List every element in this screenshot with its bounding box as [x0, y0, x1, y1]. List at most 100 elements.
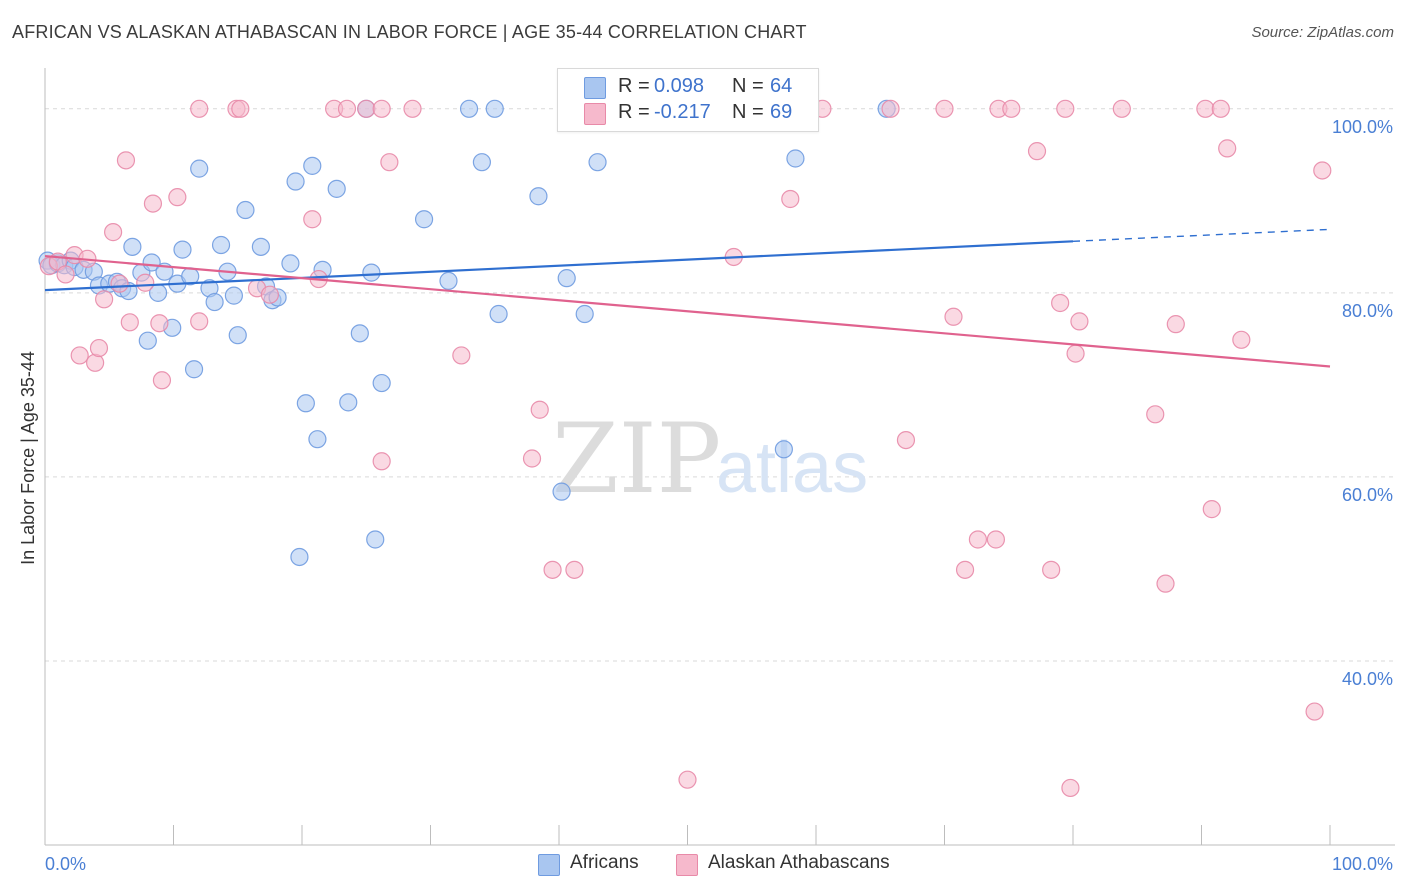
- african-point: [190, 159, 209, 178]
- african-point: [228, 326, 247, 345]
- bottom-legend-label: Alaskan Athabascans: [708, 852, 890, 873]
- athabascan-point: [168, 188, 187, 207]
- athabascan-point: [955, 560, 975, 579]
- athabascan-point: [143, 194, 163, 213]
- athabascan-point: [260, 285, 279, 304]
- athabascan-point: [452, 346, 471, 365]
- legend-r-value: -0.217: [654, 101, 711, 123]
- african-point: [211, 235, 231, 255]
- legend-n-value: 69: [770, 101, 793, 123]
- athabascan-point: [1066, 344, 1085, 363]
- african-point: [173, 240, 192, 259]
- correlation-legend: R = 0.098 N = 64 R = -0.217 N = 69: [557, 68, 819, 132]
- african-point: [786, 149, 805, 168]
- source-credit: Source: ZipAtlas.com: [1251, 24, 1394, 41]
- athabascan-point: [337, 99, 357, 118]
- african-point: [362, 263, 381, 282]
- athabascan-point: [1211, 99, 1230, 118]
- athabascan-point: [357, 99, 376, 118]
- african-point: [414, 210, 434, 229]
- athabascan-point: [1166, 315, 1185, 334]
- grid-lines: [45, 108, 1395, 662]
- african-point: [281, 254, 300, 273]
- athabascan-point: [190, 312, 209, 331]
- athabascan-point: [1156, 574, 1175, 593]
- african-point: [142, 253, 161, 272]
- africans-trend-line: [44, 240, 1074, 292]
- african-point: [552, 482, 571, 501]
- bottom-legend-label: Africans: [570, 852, 639, 873]
- athabascan-point: [89, 338, 109, 358]
- athabascan-point: [896, 430, 916, 450]
- y-tick-label: 80.0%: [1342, 301, 1393, 321]
- athabascan-point: [95, 290, 114, 309]
- watermark-zip: ZIP: [552, 403, 721, 515]
- legend-n-value: 64: [770, 75, 793, 97]
- athabascan-point: [1112, 99, 1131, 118]
- athabascan-point: [104, 223, 123, 242]
- athabascan-point: [1002, 99, 1021, 118]
- athabascan-point: [372, 452, 391, 471]
- athabascan-point: [543, 560, 562, 579]
- african-point: [290, 547, 309, 567]
- african-point: [184, 360, 204, 379]
- african-point: [303, 156, 322, 175]
- legend-swatch-athabascans: [584, 103, 606, 125]
- athabascan-point: [678, 770, 697, 789]
- african-point: [251, 237, 270, 256]
- african-point: [575, 304, 594, 324]
- legend-r-label: R =: [618, 101, 650, 123]
- athabascan-point: [1202, 500, 1221, 519]
- african-point: [485, 99, 504, 118]
- athabascan-point: [372, 99, 391, 118]
- athabascan-point: [1056, 99, 1075, 118]
- athabascan-point: [70, 346, 89, 365]
- athabascan-point: [1218, 139, 1237, 158]
- african-point: [366, 530, 385, 549]
- athabascan-point: [152, 371, 172, 390]
- african-point: [138, 331, 157, 350]
- africans-trend-extension: [1072, 228, 1331, 243]
- legend-swatch-africans: [584, 77, 606, 99]
- y-axis-label: In Labor Force | Age 35-44: [18, 351, 38, 565]
- athabascan-point: [1196, 99, 1215, 118]
- athabascan-point: [56, 265, 75, 284]
- african-point: [459, 99, 479, 118]
- athabascan-point: [1042, 560, 1061, 579]
- athabascan-point: [190, 99, 209, 118]
- athabascan-point: [986, 530, 1006, 549]
- chart-title: AFRICAN VS ALASKAN ATHABASCAN IN LABOR F…: [12, 22, 807, 42]
- african-point: [350, 324, 369, 343]
- athabascan-point: [116, 151, 136, 170]
- athabascan-point: [110, 274, 129, 293]
- athabascan-point: [150, 314, 169, 333]
- athabascan-point: [935, 99, 954, 118]
- african-point: [472, 153, 491, 172]
- athabascan-point: [881, 99, 900, 118]
- athabascan-point: [1070, 312, 1089, 331]
- watermark: ZIP atlas: [552, 403, 868, 515]
- athabascan-point: [1027, 142, 1047, 161]
- x-tick-label: 0.0%: [45, 854, 86, 874]
- y-tick-label: 100.0%: [1332, 117, 1393, 137]
- athabascan-point: [120, 313, 139, 332]
- athabascan-point: [1061, 778, 1080, 798]
- watermark-atlas: atlas: [716, 428, 868, 508]
- african-point: [339, 393, 358, 412]
- bottom-swatch-athabascans: [676, 854, 698, 876]
- athabascans-trend-line: [44, 254, 1331, 368]
- y-tick-label: 60.0%: [1342, 485, 1393, 505]
- african-point: [205, 292, 224, 312]
- athabascan-point: [1051, 293, 1070, 313]
- african-point: [588, 153, 607, 172]
- athabascan-point: [1146, 405, 1165, 424]
- athabascan-point: [303, 210, 322, 229]
- legend-n-label: N =: [732, 101, 764, 123]
- african-point: [308, 430, 327, 449]
- african-point: [529, 187, 548, 206]
- athabascan-point: [1313, 161, 1332, 180]
- african-point: [123, 237, 142, 256]
- athabascan-point: [403, 99, 422, 118]
- trend-lines: [44, 228, 1331, 368]
